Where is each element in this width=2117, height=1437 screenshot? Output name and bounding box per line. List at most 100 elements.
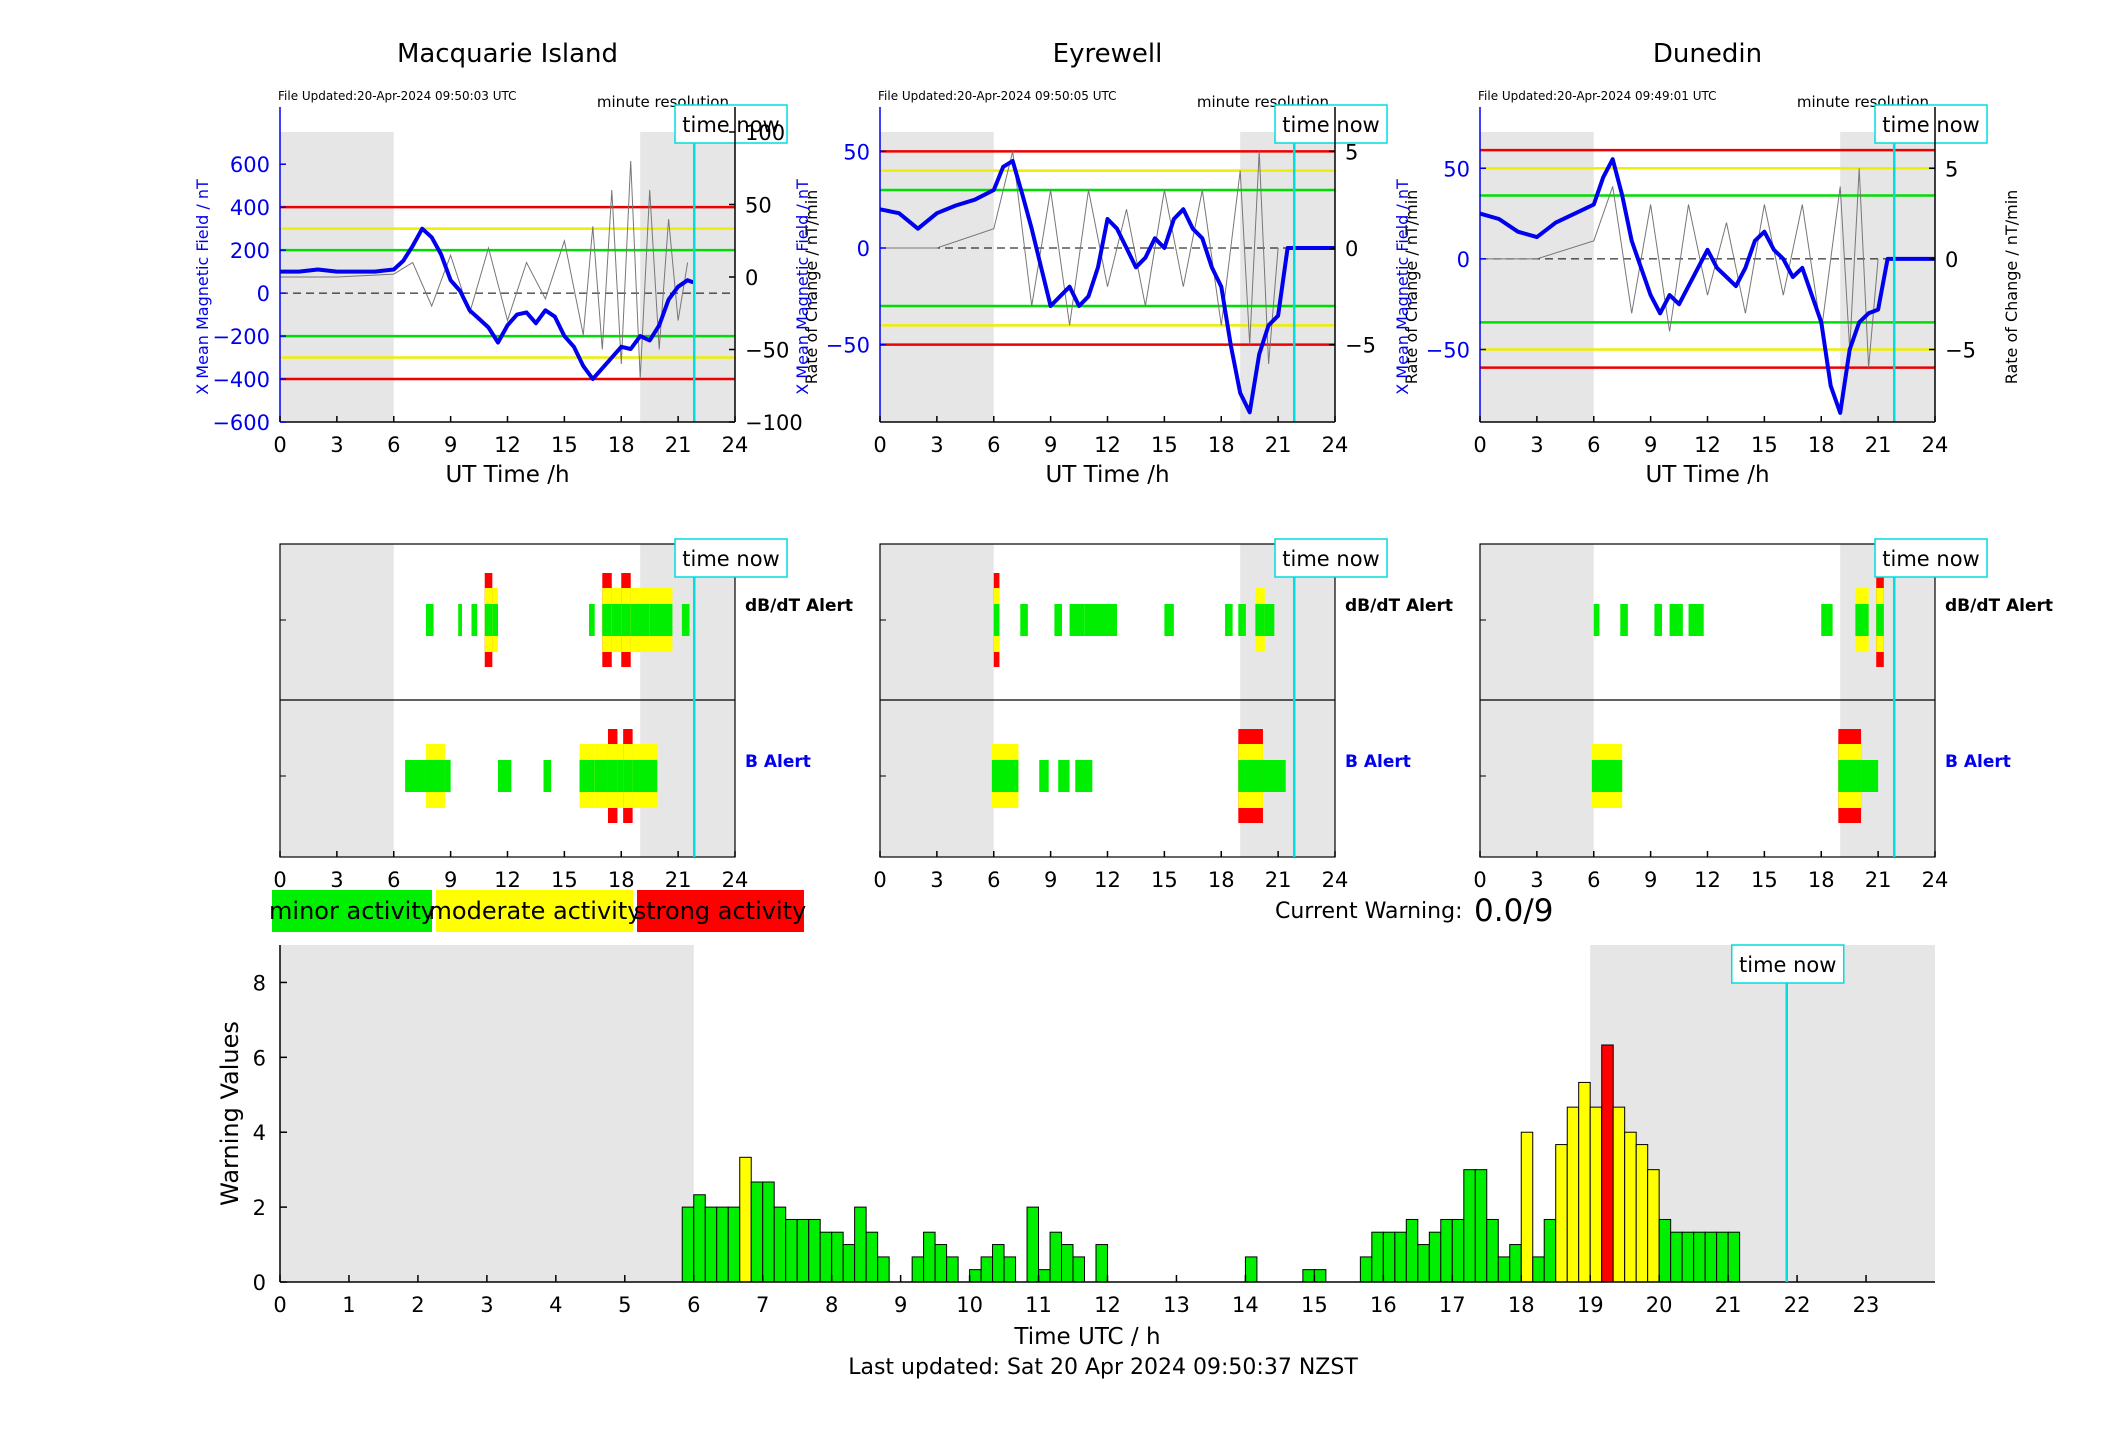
warning-bar <box>934 1244 948 1283</box>
left-tick-label: 400 <box>230 196 270 220</box>
warning-y-tick-label: 6 <box>253 1046 266 1070</box>
dbdt-alert-bar-minor <box>1238 604 1246 636</box>
warning-bar <box>911 1256 925 1283</box>
right-tick-label: −5 <box>1945 339 1976 363</box>
alert-x-tick-label: 9 <box>1644 868 1657 892</box>
alert-x-tick-label: 9 <box>444 868 457 892</box>
b-alert-bar-minor <box>594 760 608 792</box>
dbdt-alert-bar-minor <box>1164 604 1174 636</box>
station-title: Dunedin <box>1653 39 1762 69</box>
dbdt-alert-bar-minor <box>1069 604 1085 636</box>
warning-bar <box>773 1206 787 1283</box>
dbdt-alert-bar-minor <box>611 604 622 636</box>
dbdt-alert-bar-minor <box>1255 604 1265 636</box>
warning-x-tick-label: 21 <box>1715 1293 1742 1317</box>
dbdt-alert-bar-minor <box>425 604 434 636</box>
warning-x-tick-label: 23 <box>1853 1293 1880 1317</box>
warning-bar <box>1543 1218 1557 1283</box>
warning-x-tick-label: 4 <box>549 1293 562 1317</box>
b-alert-bar-minor <box>623 760 633 792</box>
dbdt-alert-bar-minor <box>1020 604 1028 636</box>
alert-x-tick-label: 21 <box>665 868 692 892</box>
right-axis-label: Rate of Change / nT/min <box>1402 190 1421 385</box>
alert-x-tick-label: 15 <box>1751 868 1778 892</box>
warning-bar <box>1440 1218 1453 1283</box>
magnetic-field-series <box>879 159 1335 415</box>
warning-bar <box>1555 1144 1568 1283</box>
alert-x-tick-label: 6 <box>1587 868 1600 892</box>
b-alert-bar-minor <box>1058 760 1070 792</box>
warning-bar <box>842 1244 856 1283</box>
alert-time-now-label: time now <box>682 547 779 571</box>
station-title: Macquarie Island <box>397 39 618 69</box>
b-alert-bar-minor <box>425 760 445 792</box>
warning-bar <box>704 1206 718 1283</box>
alert-x-tick-label: 24 <box>1922 868 1949 892</box>
left-tick-label: 0 <box>857 237 870 261</box>
warning-bar <box>1635 1144 1649 1283</box>
x-tick-label: 6 <box>387 433 400 457</box>
warning-x-tick-label: 0 <box>273 1293 286 1317</box>
x-tick-label: 9 <box>444 433 457 457</box>
right-tick-label: −100 <box>745 411 803 435</box>
left-axis-label: X Mean Magnetic Field / nT <box>1393 179 1412 395</box>
alert-x-tick-label: 0 <box>873 868 886 892</box>
alert-x-tick-label: 18 <box>1208 868 1235 892</box>
alert-time-now-box <box>674 538 788 578</box>
alert-x-tick-label: 9 <box>1044 868 1057 892</box>
night-shading <box>880 132 994 422</box>
alert-x-tick-label: 12 <box>1694 868 1721 892</box>
warning-bar <box>1359 1256 1373 1283</box>
left-tick-label: 200 <box>230 239 270 263</box>
time-now-label: time now <box>1882 113 1979 137</box>
warning-bar <box>992 1244 1005 1283</box>
x-tick-label: 0 <box>873 433 886 457</box>
warning-bar <box>1382 1231 1396 1283</box>
warning-bar <box>1474 1169 1488 1283</box>
warning-x-tick-label: 5 <box>618 1293 631 1317</box>
warning-x-tick-label: 2 <box>411 1293 424 1317</box>
x-tick-label: 24 <box>1322 433 1349 457</box>
warning-bar <box>1704 1231 1718 1283</box>
current-warning-label: Current Warning: <box>1275 899 1462 924</box>
warning-bar <box>762 1181 775 1283</box>
warning-bar <box>1486 1218 1499 1283</box>
dbdt-alert-bar-minor <box>1654 604 1662 636</box>
warning-bar <box>1049 1231 1063 1283</box>
x-tick-label: 15 <box>551 433 578 457</box>
dbdt-alert-bar-minor <box>630 604 650 636</box>
b-alert-bar-minor <box>579 760 595 792</box>
x-tick-label: 3 <box>1530 433 1543 457</box>
dbdt-alert-bar-minor <box>1688 604 1704 636</box>
x-axis-label: UT Time /h <box>1045 462 1169 488</box>
warning-x-tick-label: 6 <box>687 1293 700 1317</box>
right-tick-label: −5 <box>1345 334 1376 358</box>
dbdt-alert-bar-minor <box>1876 604 1884 636</box>
x-tick-label: 12 <box>494 433 521 457</box>
x-tick-label: 9 <box>1044 433 1057 457</box>
warning-bar <box>1451 1218 1465 1283</box>
alert-x-tick-label: 3 <box>1530 868 1543 892</box>
b-alert-bar-minor <box>1262 760 1286 792</box>
warning-time-now-label: time now <box>1739 953 1836 977</box>
alert-time-now-box <box>1874 538 1988 578</box>
warning-bar <box>1463 1169 1476 1283</box>
warning-bar <box>1497 1256 1511 1283</box>
time-now-box <box>674 104 788 144</box>
night-shading <box>1840 132 1935 422</box>
dbdt-alert-bar-minor <box>1593 604 1600 636</box>
left-tick-label: 600 <box>230 153 270 177</box>
right-tick-label: 0 <box>1345 237 1358 261</box>
warning-bar <box>1394 1231 1407 1283</box>
b-alert-bar-minor <box>405 760 426 792</box>
warning-x-tick-label: 8 <box>825 1293 838 1317</box>
time-now-label: time now <box>1282 113 1379 137</box>
x-tick-label: 24 <box>722 433 749 457</box>
dbdt-alert-bar-minor <box>1620 604 1628 636</box>
warning-x-tick-label: 18 <box>1508 1293 1535 1317</box>
b-alert-bar-minor <box>1861 760 1879 792</box>
x-tick-label: 12 <box>1094 433 1121 457</box>
b-alert-bar-minor <box>617 760 624 792</box>
warning-bar <box>1244 1256 1258 1283</box>
